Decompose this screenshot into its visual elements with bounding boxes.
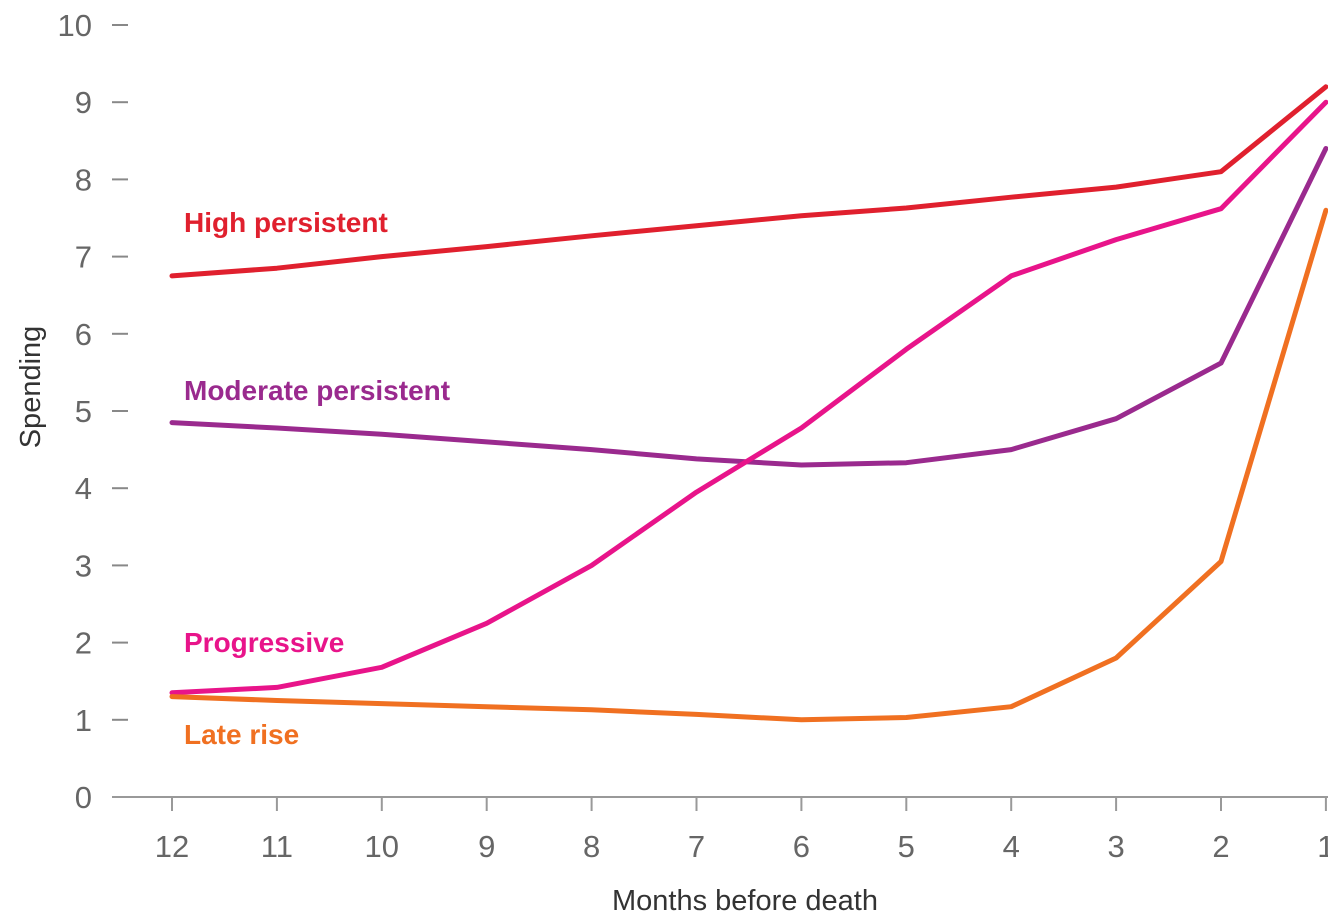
x-tick-label: 11	[261, 829, 293, 864]
y-tick-label: 8	[75, 162, 92, 197]
y-tick-label: 7	[75, 240, 92, 275]
series-label-high-persistent: High persistent	[184, 207, 388, 238]
y-tick-label: 0	[75, 780, 92, 815]
x-tick-label: 1	[1317, 829, 1328, 864]
series-labels: High persistent Moderate persistent Progre…	[184, 207, 450, 750]
x-tick-label: 4	[1003, 829, 1020, 864]
x-tick-label: 7	[688, 829, 705, 864]
y-tick-label: 5	[75, 394, 92, 429]
y-tick-label: 1	[75, 703, 92, 738]
y-tick-label: 10	[58, 8, 92, 43]
x-tick-label: 6	[793, 829, 810, 864]
y-axis-title: Spending	[15, 326, 47, 449]
x-tick-label: 8	[583, 829, 600, 864]
y-axis: 0 1 2 3 4 5 6 7 8 9 10	[58, 8, 128, 815]
x-tick-label: 10	[365, 829, 399, 864]
series-label-moderate-persistent: Moderate persistent	[184, 375, 450, 406]
series-lines	[169, 84, 1328, 723]
series-line-moderate-persistent	[169, 146, 1328, 468]
series-label-late-rise: Late rise	[184, 719, 299, 750]
y-tick-label: 6	[75, 317, 92, 352]
y-tick-label: 2	[75, 626, 92, 661]
series-label-progressive: Progressive	[184, 627, 344, 658]
x-tick-label: 2	[1212, 829, 1229, 864]
x-axis: 12 11 10 9 8 7 6 5 4 3 2 1	[112, 796, 1328, 864]
x-axis-title: Months before death	[612, 885, 878, 915]
y-tick-label: 4	[75, 471, 92, 506]
series-line-progressive	[169, 99, 1328, 696]
x-tick-label: 9	[478, 829, 495, 864]
x-tick-label: 5	[898, 829, 915, 864]
series-line-late-rise	[169, 207, 1328, 723]
y-tick-label: 9	[75, 85, 92, 120]
x-tick-label: 3	[1107, 829, 1124, 864]
x-tick-label: 12	[155, 829, 189, 864]
series-line-high-persistent	[169, 84, 1328, 279]
y-tick-label: 3	[75, 548, 92, 583]
